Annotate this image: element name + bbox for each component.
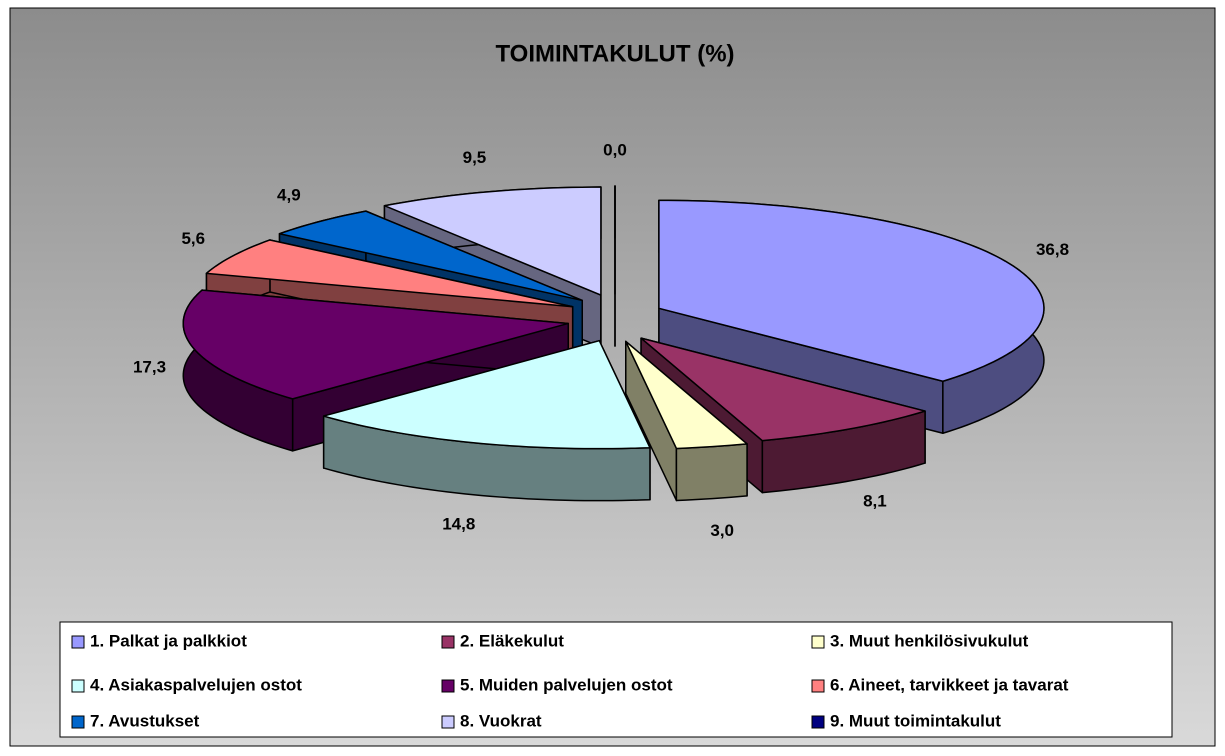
legend-label: 7. Avustukset — [90, 711, 200, 730]
slice-top — [383, 186, 602, 296]
data-label: 9,5 — [463, 148, 487, 167]
legend-swatch — [441, 635, 455, 649]
legend-swatch — [811, 715, 825, 729]
legend-label: 3. Muut henkilösivukulut — [830, 631, 1029, 650]
data-label: 3,0 — [710, 521, 734, 540]
legend-swatch — [441, 679, 455, 693]
data-label: 36,8 — [1036, 240, 1069, 259]
legend-label: 6. Aineet, tarvikkeet ja tavarat — [830, 675, 1069, 694]
slice-top — [322, 339, 651, 450]
legend-swatch — [71, 679, 85, 693]
data-label: 5,6 — [181, 229, 205, 248]
data-label: 0,0 — [603, 140, 627, 159]
legend — [59, 621, 1173, 738]
data-label: 14,8 — [442, 514, 475, 533]
slice-top — [182, 289, 570, 400]
data-label: 17,3 — [133, 357, 166, 376]
legend-label: 9. Muut toimintakulut — [830, 711, 1001, 730]
slice-top — [640, 337, 926, 442]
slice-wall — [675, 443, 748, 502]
legend-swatch — [811, 679, 825, 693]
legend-swatch — [811, 635, 825, 649]
legend-swatch — [71, 715, 85, 729]
legend-swatch — [71, 635, 85, 649]
data-label: 8,1 — [863, 491, 887, 510]
legend-label: 5. Muiden palvelujen ostot — [460, 675, 673, 694]
legend-label: 1. Palkat ja palkkiot — [90, 631, 247, 650]
slice-top — [205, 239, 574, 308]
chart-title: TOIMINTAKULUT (%) — [495, 40, 734, 67]
legend-swatch — [441, 715, 455, 729]
slice-top — [658, 199, 1045, 383]
legend-label: 8. Vuokrat — [460, 711, 542, 730]
legend-label: 2. Eläkekulut — [460, 631, 564, 650]
slice-top — [625, 340, 748, 450]
legend-label: 4. Asiakaspalvelujen ostot — [90, 675, 302, 694]
slice-top — [278, 210, 584, 302]
data-label: 4,9 — [277, 185, 301, 204]
